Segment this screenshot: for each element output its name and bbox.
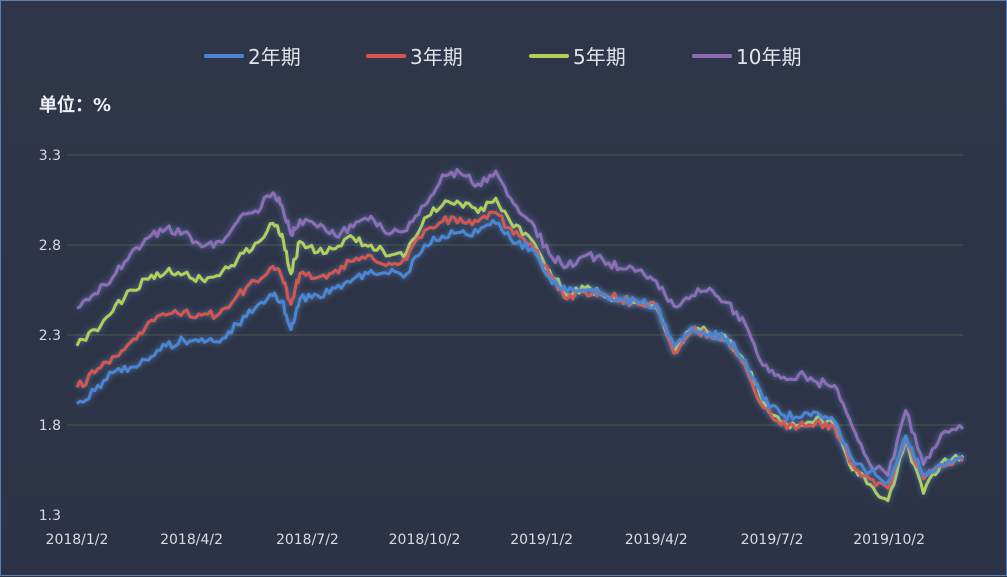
- series-line-1: [76, 218, 964, 485]
- x-axis-ticks: 2018/1/2 2018/4/2 2018/7/2 2018/10/2 2019/1/…: [46, 532, 926, 548]
- y-tick-label: 1.3: [39, 508, 61, 524]
- x-tick-label: 2019/10/2: [853, 532, 925, 548]
- legend-label: 5年期: [573, 45, 626, 69]
- legend: 2年期 3年期 5年期 10年期: [204, 45, 801, 69]
- series-line-2: [75, 210, 965, 490]
- legend-label: 3年期: [410, 45, 463, 69]
- legend-label: 2年期: [248, 45, 301, 69]
- unit-label: 单位：%: [39, 94, 111, 116]
- x-tick-label: 2019/7/2: [741, 532, 804, 548]
- y-axis-ticks: 3.3 2.8 2.3 1.8 1.3: [39, 148, 61, 524]
- y-tick-label: 2.8: [39, 238, 61, 254]
- x-tick-label: 2018/7/2: [276, 532, 339, 548]
- x-tick-label: 2019/4/2: [625, 532, 688, 548]
- y-tick-label: 2.3: [39, 328, 61, 344]
- legend-label: 10年期: [736, 45, 801, 69]
- x-tick-label: 2019/1/2: [510, 532, 573, 548]
- x-tick-label: 2018/10/2: [389, 532, 461, 548]
- y-tick-label: 1.8: [39, 418, 61, 434]
- series-layer: [75, 168, 965, 503]
- x-tick-label: 2018/4/2: [160, 532, 223, 548]
- y-tick-label: 3.3: [39, 148, 61, 164]
- series-line-3: [75, 196, 965, 503]
- x-tick-label: 2018/1/2: [46, 532, 109, 548]
- series-line-4: [76, 168, 964, 477]
